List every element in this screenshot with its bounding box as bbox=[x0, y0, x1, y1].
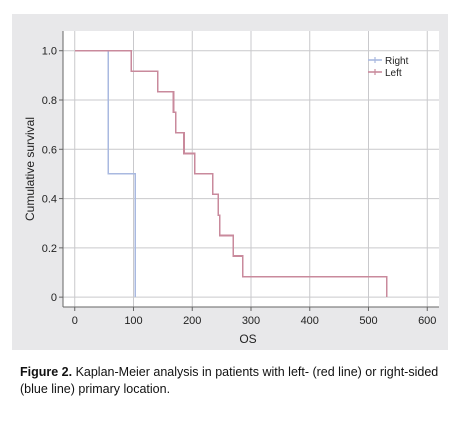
x-tick-label: 500 bbox=[359, 315, 377, 327]
y-tick-label: 0.8 bbox=[42, 95, 57, 107]
y-tick-label: 0.4 bbox=[42, 194, 57, 206]
x-tick-label: 300 bbox=[242, 315, 260, 327]
caption-label: Figure 2. bbox=[20, 365, 73, 379]
caption-text: Kaplan-Meier analysis in patients with l… bbox=[20, 365, 439, 396]
x-axis-title: OS bbox=[239, 332, 256, 346]
figure-caption: Figure 2. Kaplan-Meier analysis in patie… bbox=[20, 364, 445, 398]
legend-label-left: Left bbox=[385, 68, 402, 79]
y-axis-title: Cumulative survival bbox=[23, 117, 37, 221]
y-tick-labels: 0 0.2 0.4 0.6 0.8 1.0 bbox=[42, 46, 63, 304]
y-tick-label: 0.2 bbox=[42, 243, 57, 255]
survival-curve-left bbox=[74, 49, 388, 298]
survival-curves bbox=[74, 49, 388, 298]
y-tick-label: 0.6 bbox=[42, 144, 57, 156]
y-tick-label: 1.0 bbox=[42, 46, 57, 58]
x-tick-label: 600 bbox=[418, 315, 436, 327]
x-tick-labels: 0 100 200 300 400 500 600 bbox=[72, 307, 436, 327]
x-tick-label: 0 bbox=[72, 315, 78, 327]
legend-label-right: Right bbox=[385, 56, 409, 67]
x-tick-label: 100 bbox=[124, 315, 142, 327]
x-tick-label: 200 bbox=[183, 315, 201, 327]
y-tick-label: 0 bbox=[51, 292, 57, 304]
x-tick-label: 400 bbox=[301, 315, 319, 327]
